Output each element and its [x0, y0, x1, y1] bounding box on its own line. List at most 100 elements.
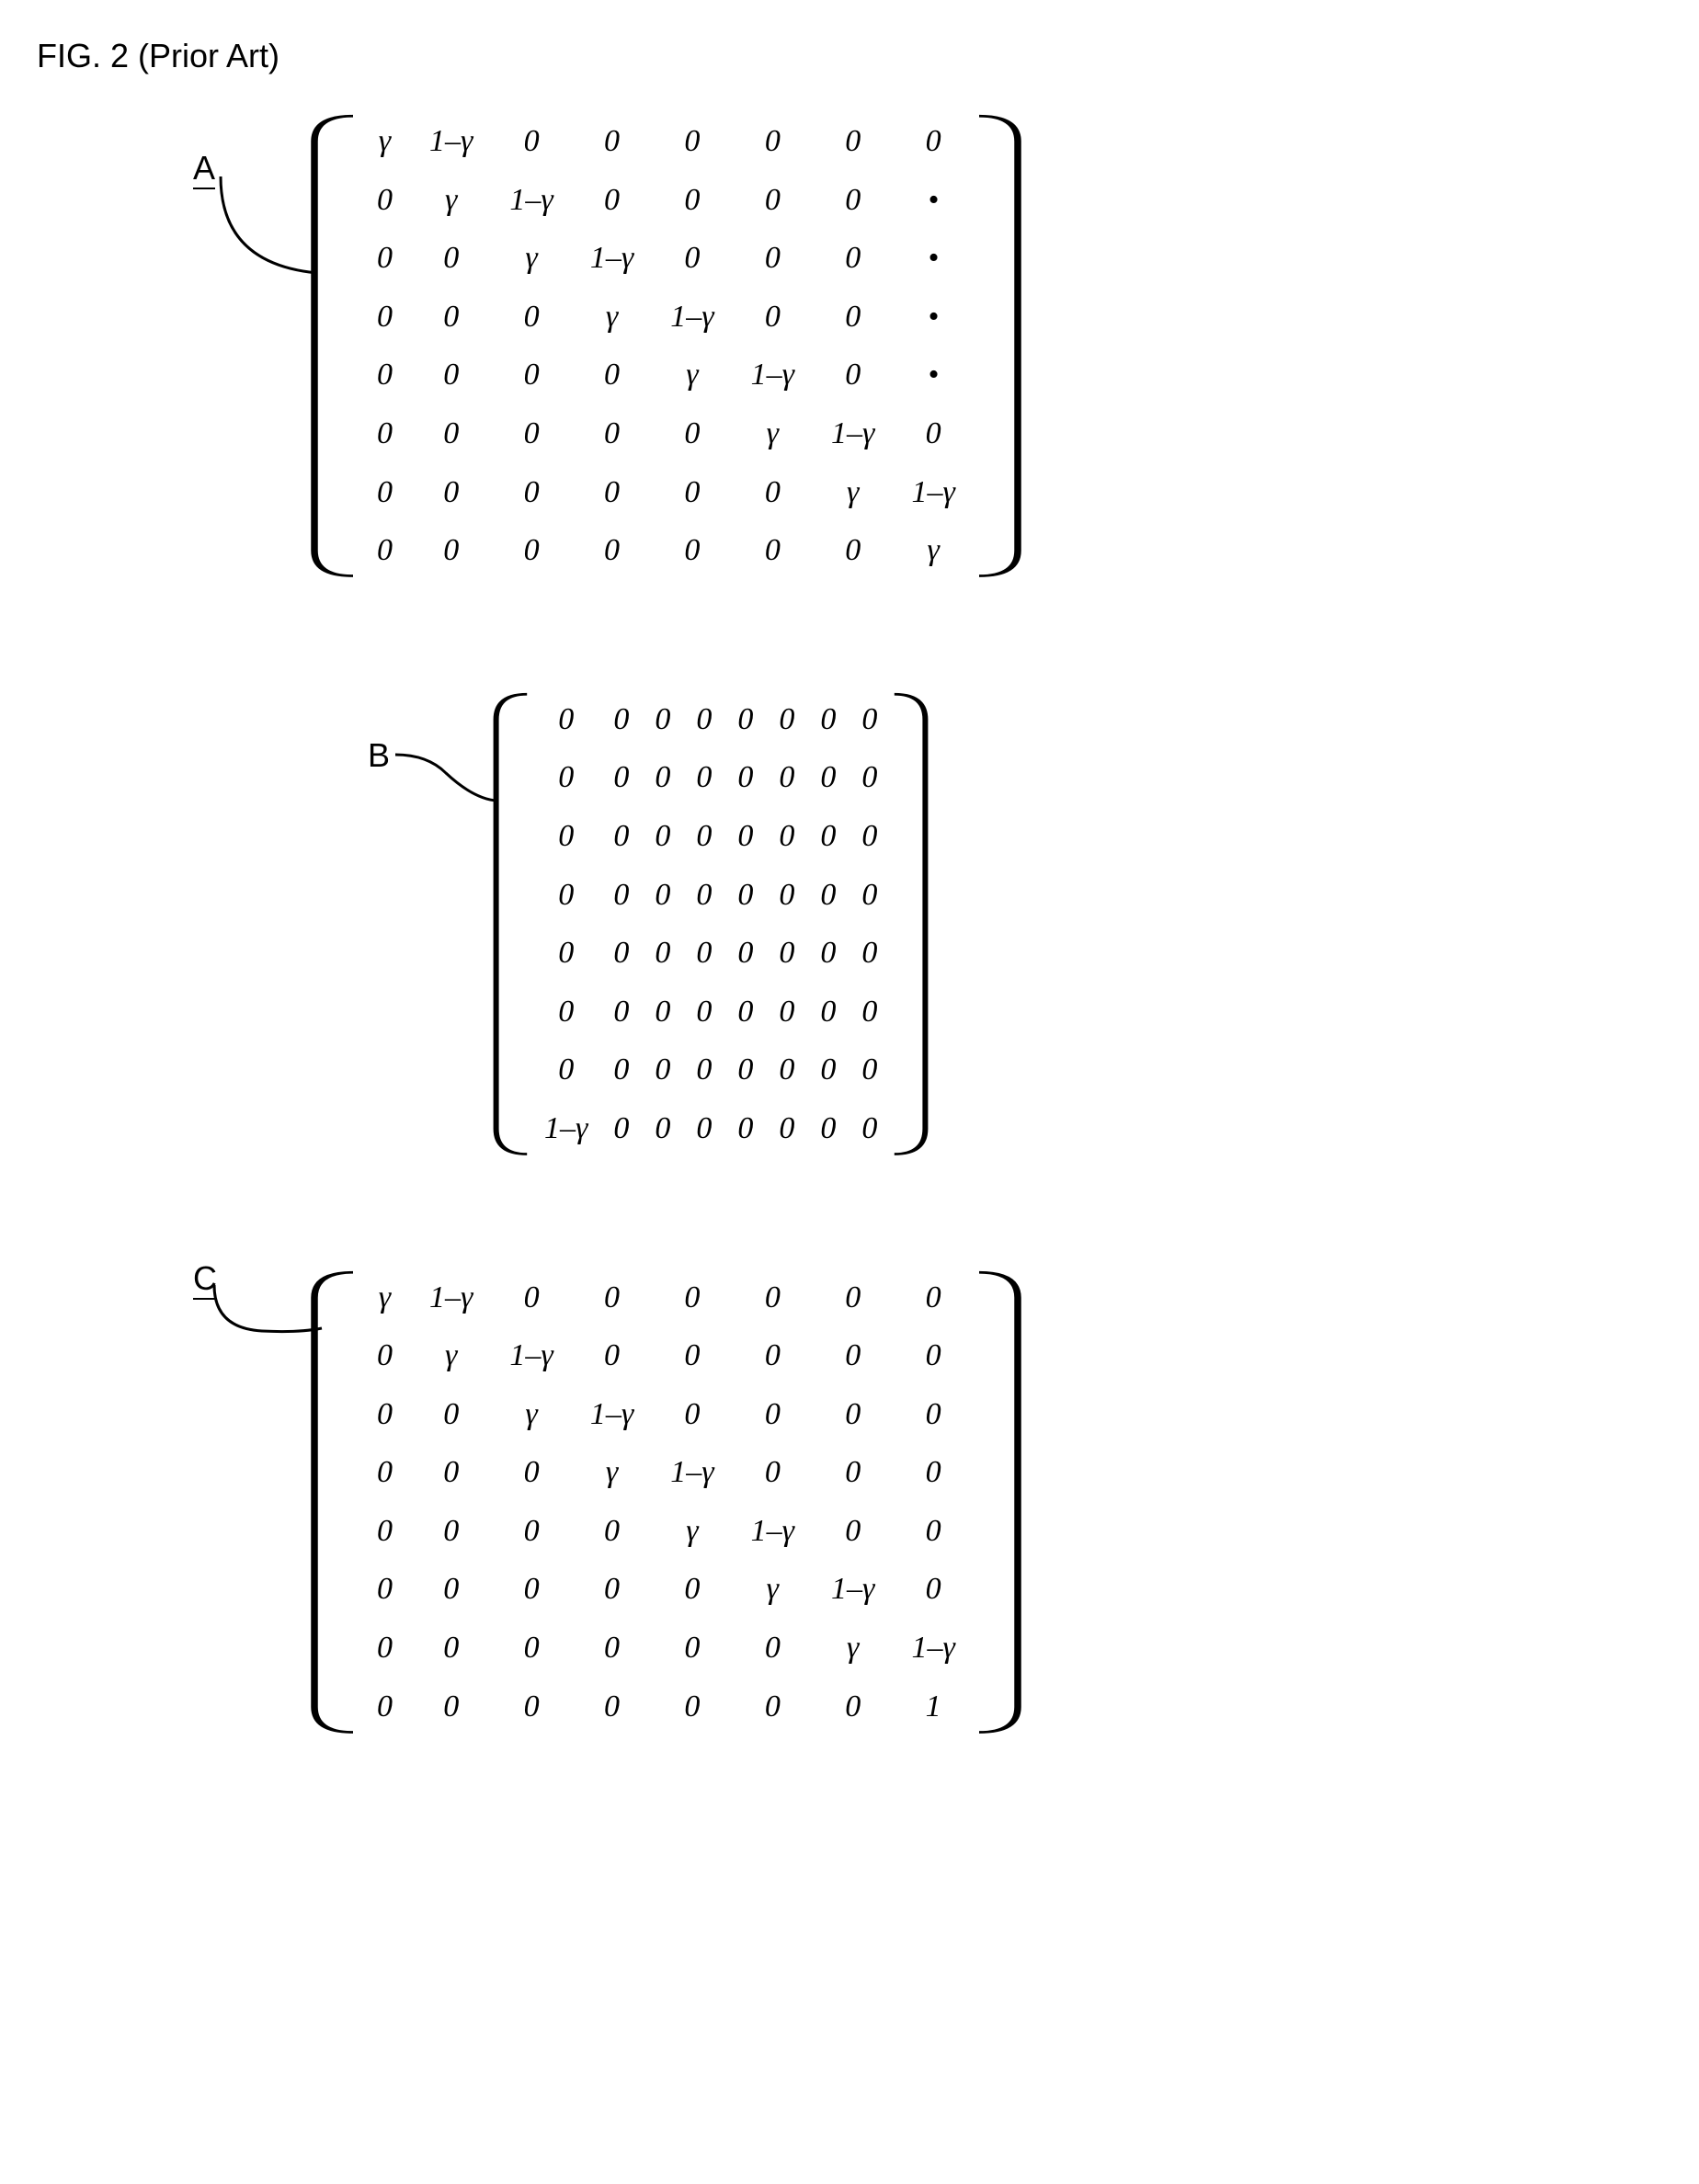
cell: 0	[807, 748, 849, 807]
cell: 0	[600, 1041, 642, 1099]
cell: 0	[849, 807, 890, 866]
cell: 0	[491, 346, 571, 404]
cell: 0	[813, 1443, 893, 1502]
cell: 0	[531, 1041, 600, 1099]
matrix-A-block: A γ 1–γ 0 0 0 0 0 0 0	[303, 112, 1662, 580]
cell: 0	[683, 807, 724, 866]
cell: γ	[893, 521, 973, 580]
cell: 0	[766, 748, 807, 807]
cell: 0	[652, 521, 732, 580]
right-bracket	[974, 112, 1029, 580]
cell: 0	[642, 690, 683, 749]
cell: 0	[531, 807, 600, 866]
cell: 0	[766, 807, 807, 866]
cell: 0	[766, 983, 807, 1041]
cell: 0	[849, 1099, 890, 1158]
cell: γ	[813, 463, 893, 522]
cell: 1–γ	[733, 1502, 813, 1561]
cell: 0	[813, 521, 893, 580]
label-B: B	[368, 736, 390, 775]
cell: 1–γ	[893, 463, 973, 522]
matrix-C: γ 1–γ 0 0 0 0 0 0 0 γ 1–γ 0 0 0 0 0 0	[303, 1268, 1029, 1736]
cell: 0	[683, 1041, 724, 1099]
cell: 0	[359, 1619, 411, 1678]
cell: 0	[531, 983, 600, 1041]
cell: 0	[807, 1041, 849, 1099]
cell: 0	[807, 1099, 849, 1158]
cell: 0	[411, 1619, 491, 1678]
cell: 0	[733, 1385, 813, 1444]
cell: 0	[359, 171, 411, 230]
right-bracket	[974, 1268, 1029, 1736]
cell: 1–γ	[572, 1385, 652, 1444]
cell: 0	[893, 112, 973, 171]
cell: 0	[733, 1268, 813, 1327]
cell: 0	[600, 807, 642, 866]
cell: 0	[652, 229, 732, 288]
cell: 0	[813, 171, 893, 230]
cell: 0	[807, 983, 849, 1041]
cell: 0	[359, 1326, 411, 1385]
cell: 0	[652, 171, 732, 230]
cell: γ	[733, 1560, 813, 1619]
cell: 0	[652, 1326, 732, 1385]
cell: 0	[893, 1560, 973, 1619]
cell: 0	[849, 1041, 890, 1099]
cell: 0	[849, 690, 890, 749]
cell: 1–γ	[411, 1268, 491, 1327]
cell: 0	[733, 463, 813, 522]
cell: 1–γ	[491, 1326, 571, 1385]
cell: 0	[893, 1326, 973, 1385]
cell: 0	[733, 229, 813, 288]
cell: 1–γ	[733, 346, 813, 404]
cell: 0	[766, 866, 807, 925]
cell: 0	[813, 112, 893, 171]
cell: 0	[652, 1619, 732, 1678]
cell: 0	[572, 463, 652, 522]
cell: 0	[733, 1619, 813, 1678]
cell: 0	[652, 463, 732, 522]
cell: γ	[813, 1619, 893, 1678]
cell: 0	[491, 1268, 571, 1327]
cell: 0	[733, 288, 813, 347]
cell: 0	[724, 807, 766, 866]
cell: 0	[359, 521, 411, 580]
cell: 0	[572, 1502, 652, 1561]
cell: 1–γ	[652, 288, 732, 347]
cell: 0	[813, 346, 893, 404]
cell: 0	[491, 1619, 571, 1678]
cell: 0	[652, 1678, 732, 1736]
cell: 0	[411, 288, 491, 347]
cell: 0	[572, 346, 652, 404]
cell: 0	[724, 1041, 766, 1099]
cell: 0	[600, 983, 642, 1041]
cell: 0	[491, 1443, 571, 1502]
cell: 0	[724, 748, 766, 807]
cell: 0	[766, 1041, 807, 1099]
cell: 0	[572, 521, 652, 580]
cell: 0	[893, 1268, 973, 1327]
cell: 0	[600, 690, 642, 749]
cell: 0	[642, 1041, 683, 1099]
cell: 0	[411, 1678, 491, 1736]
cell: 0	[600, 866, 642, 925]
cell: 0	[411, 1502, 491, 1561]
cell: 0	[813, 1502, 893, 1561]
cell: 0	[733, 1678, 813, 1736]
cell: 0	[359, 1443, 411, 1502]
cell: 0	[359, 463, 411, 522]
cell: 0	[893, 404, 973, 463]
cell: 0	[642, 807, 683, 866]
cell: 0	[411, 404, 491, 463]
cell: γ	[491, 229, 571, 288]
cell: 0	[652, 1560, 732, 1619]
cell: 0	[359, 346, 411, 404]
cell: 0	[733, 1443, 813, 1502]
cell: 0	[813, 1326, 893, 1385]
cell: 0	[683, 1099, 724, 1158]
cell: γ	[411, 1326, 491, 1385]
cell: γ	[572, 288, 652, 347]
cell: γ	[652, 1502, 732, 1561]
cell: 0	[411, 346, 491, 404]
cell: 0	[807, 690, 849, 749]
